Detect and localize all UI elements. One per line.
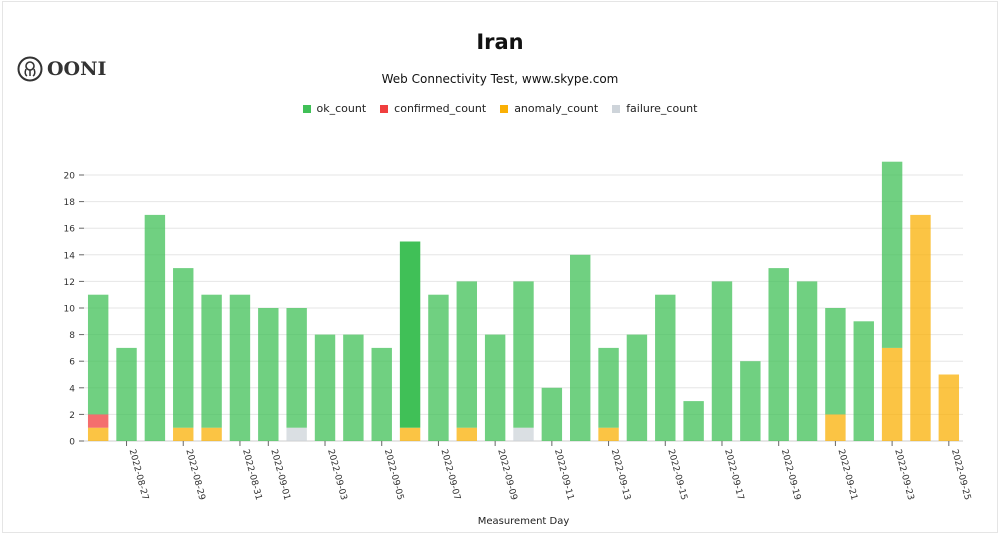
x-tick-label: 2022-08-29 (183, 448, 206, 501)
x-tick-label: 2022-09-15 (665, 448, 688, 501)
bar-anomaly_count-2022-08-30[interactable] (201, 427, 222, 441)
bar-ok_count-2022-09-17[interactable] (711, 281, 733, 441)
legend-item-anomaly_count[interactable]: anomaly_count (500, 102, 598, 115)
bar-ok_count-2022-08-28[interactable] (144, 214, 166, 441)
y-tick-label: 20 (64, 172, 76, 182)
bar-anomaly_count-2022-08-29[interactable] (173, 427, 194, 441)
bar-ok_count-2022-09-23[interactable] (881, 161, 903, 348)
bar-ok_count-2022-08-27[interactable] (116, 347, 137, 441)
bar-failure_count-2022-09-10[interactable] (513, 427, 534, 441)
ooni-octopus-icon (17, 56, 43, 82)
bar-ok_count-2022-09-15[interactable] (655, 294, 676, 441)
bar-anomaly_count-2022-09-23[interactable] (881, 347, 903, 441)
bar-ok_count-2022-09-05[interactable] (371, 347, 392, 441)
y-tick-label: 4 (69, 384, 75, 394)
bar-anomaly_count-2022-09-25[interactable] (938, 374, 960, 442)
x-tick-label: 2022-09-05 (382, 448, 405, 501)
bar-anomaly_count-2022-09-13[interactable] (598, 427, 619, 441)
bar-ok_count-2022-09-14[interactable] (626, 334, 648, 441)
legend-label: confirmed_count (394, 102, 487, 115)
legend-item-confirmed_count[interactable]: confirmed_count (380, 102, 486, 115)
bar-anomaly_count-2022-09-24[interactable] (910, 214, 931, 441)
bar-ok_count-2022-09-19[interactable] (768, 268, 789, 441)
bar-ok_count-2022-09-18[interactable] (740, 361, 761, 441)
bar-ok_count-2022-09-03[interactable] (314, 334, 336, 441)
bar-ok_count-2022-09-20[interactable] (796, 281, 818, 441)
legend-label: anomaly_count (514, 102, 599, 115)
legend-label: ok_count (316, 102, 367, 115)
x-axis-label: Measurement Day (478, 516, 570, 527)
bar-ok_count-2022-09-06[interactable] (399, 241, 421, 428)
x-tick-label: 2022-08-31 (240, 448, 263, 501)
y-tick-label: 12 (64, 278, 75, 288)
legend-swatch (302, 104, 311, 113)
logo-text: OONI (47, 58, 107, 80)
chart-title: Iran (476, 30, 524, 54)
bar-ok_count-2022-09-11[interactable] (541, 387, 563, 441)
y-tick-label: 16 (64, 225, 76, 235)
x-tick-label: 2022-09-03 (325, 448, 348, 501)
x-tick-label: 2022-09-21 (836, 448, 859, 501)
bar-anomaly_count-2022-09-06[interactable] (399, 427, 421, 441)
legend-swatch (612, 104, 621, 113)
x-tick-label: 2022-09-23 (892, 448, 915, 501)
bar-anomaly_count-2022-08-26[interactable] (87, 427, 109, 441)
bar-ok_count-2022-09-04[interactable] (343, 334, 364, 441)
bar-ok_count-2022-09-01[interactable] (258, 308, 279, 441)
x-tick-label: 2022-09-19 (779, 448, 802, 501)
legend: ok_count confirmed_count anomaly_count fail… (3, 102, 997, 115)
bar-ok_count-2022-09-10[interactable] (513, 281, 534, 428)
x-tick-label: 2022-09-17 (722, 448, 745, 501)
bar-ok_count-2022-09-16[interactable] (683, 401, 704, 441)
bar-anomaly_count-2022-09-08[interactable] (456, 427, 477, 441)
bar-anomaly_count-2022-09-21[interactable] (825, 414, 846, 441)
bar-ok_count-2022-08-31[interactable] (229, 294, 251, 441)
bar-chart: 0 2 4 6 8 10 12 14 16 18 20 2022-08-27 2022-08-29 202… (64, 161, 972, 527)
x-tick-label: 2022-09-07 (439, 448, 462, 501)
x-tick-label: 2022-09-25 (949, 448, 972, 501)
y-tick-label: 8 (69, 331, 75, 341)
bar-ok_count-2022-09-07[interactable] (428, 294, 449, 441)
ooni-logo: OONI (17, 56, 106, 82)
legend-label: failure_count (626, 102, 698, 115)
bar-ok_count-2022-09-21[interactable] (825, 308, 846, 415)
bar-ok_count-2022-09-12[interactable] (570, 254, 591, 441)
x-tick-label: 2022-09-09 (495, 448, 518, 501)
legend-swatch (500, 104, 509, 113)
bar-ok_count-2022-08-26[interactable] (87, 294, 109, 415)
x-tick-label: 2022-09-13 (609, 448, 632, 501)
bar-ok_count-2022-09-22[interactable] (853, 321, 874, 441)
bar-ok_count-2022-09-08[interactable] (456, 281, 477, 428)
legend-swatch (380, 104, 389, 113)
bar-ok_count-2022-09-02[interactable] (286, 308, 307, 428)
bar-ok_count-2022-09-13[interactable] (598, 347, 619, 428)
x-tick-label: 2022-09-11 (552, 448, 575, 501)
bar-ok_count-2022-08-29[interactable] (173, 268, 194, 428)
legend-item-ok_count[interactable]: ok_count (302, 102, 367, 115)
y-tick-label: 2 (69, 411, 75, 421)
legend-item-failure_count[interactable]: failure_count (612, 102, 697, 115)
y-tick-label: 18 (64, 198, 76, 208)
x-tick-label: 2022-08-27 (127, 448, 150, 501)
y-tick-label: 10 (64, 305, 76, 315)
bar-failure_count-2022-09-02[interactable] (286, 427, 307, 441)
bar-ok_count-2022-09-09[interactable] (484, 334, 506, 441)
x-tick-label: 2022-09-01 (268, 448, 291, 501)
y-tick-label: 6 (69, 358, 75, 368)
chart-subtitle: Web Connectivity Test, www.skype.com (381, 72, 619, 86)
bar-confirmed_count-2022-08-26[interactable] (87, 414, 109, 428)
bar-ok_count-2022-08-30[interactable] (201, 294, 222, 428)
y-tick-label: 0 (69, 438, 75, 448)
y-tick-label: 14 (64, 251, 76, 261)
